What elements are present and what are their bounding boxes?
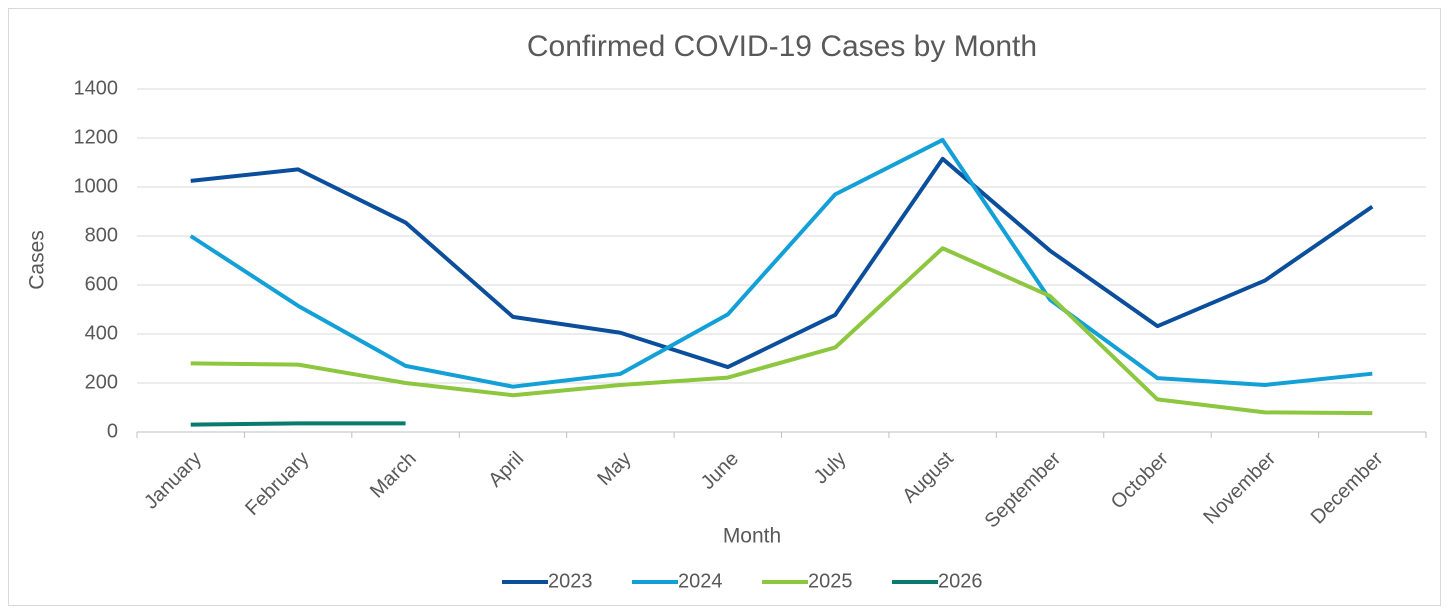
series-line <box>190 421 406 427</box>
legend-label: 2026 <box>938 570 983 592</box>
y-tick-label: 1000 <box>74 175 119 197</box>
legend-label: 2023 <box>548 570 593 592</box>
y-tick-label: 600 <box>85 273 118 295</box>
y-tick-label: 1400 <box>74 77 119 99</box>
series-line <box>190 246 1373 416</box>
chart-title: Confirmed COVID-19 Cases by Month <box>527 30 1037 63</box>
series-line <box>190 156 1374 370</box>
y-axis-label: Cases <box>26 230 49 290</box>
legend-label: 2024 <box>678 570 723 592</box>
legend-label: 2025 <box>808 570 853 592</box>
series-line <box>189 137 1373 389</box>
y-tick-label: 800 <box>85 224 118 246</box>
y-tick-label: 1200 <box>74 126 119 148</box>
x-axis-label: Month <box>723 525 781 548</box>
y-tick-label: 0 <box>107 420 118 442</box>
y-tick-label: 200 <box>85 371 118 393</box>
y-tick-label: 400 <box>85 322 118 344</box>
